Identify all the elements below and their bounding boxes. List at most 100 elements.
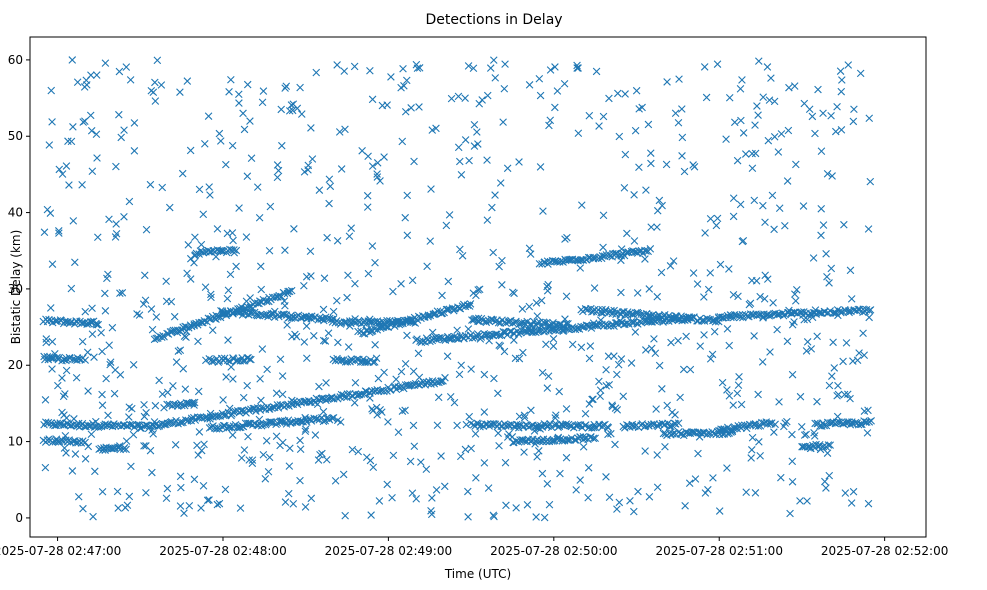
data-point	[599, 243, 607, 252]
data-point	[219, 411, 228, 420]
data-point	[461, 94, 469, 102]
data-point	[88, 167, 97, 176]
data-point	[839, 357, 847, 366]
data-point	[240, 446, 249, 454]
data-point	[304, 166, 312, 174]
data-point	[348, 356, 357, 365]
data-point	[532, 513, 540, 521]
data-point	[712, 221, 721, 230]
data-point	[750, 332, 758, 340]
data-point	[445, 211, 454, 219]
data-point	[613, 89, 622, 98]
data-point	[678, 133, 687, 142]
data-point	[539, 207, 547, 215]
data-point	[786, 509, 794, 518]
data-point	[770, 225, 778, 234]
data-point	[519, 348, 527, 357]
data-point	[837, 126, 846, 134]
data-point	[408, 381, 416, 390]
data-point	[500, 84, 509, 93]
data-point	[73, 318, 81, 326]
data-point	[494, 429, 502, 437]
data-point	[657, 268, 666, 277]
data-point	[543, 480, 552, 488]
data-point	[599, 112, 608, 121]
data-point	[803, 315, 812, 324]
data-point	[84, 421, 92, 430]
data-point	[341, 511, 349, 520]
data-point	[766, 348, 774, 356]
data-point	[621, 150, 630, 159]
data-point	[373, 159, 382, 167]
data-point	[842, 339, 851, 347]
data-point	[535, 447, 543, 455]
data-point	[790, 290, 799, 298]
data-point	[824, 441, 833, 449]
data-point	[577, 201, 586, 209]
data-point	[470, 120, 479, 129]
data-point	[626, 496, 634, 505]
data-point	[533, 453, 541, 461]
data-point	[351, 315, 359, 323]
data-point	[225, 404, 234, 413]
data-point	[88, 330, 97, 338]
data-point	[88, 304, 96, 313]
data-point	[266, 418, 275, 426]
data-point	[539, 437, 547, 446]
data-point	[797, 423, 806, 431]
data-point	[691, 475, 700, 483]
data-point	[675, 75, 683, 83]
data-point	[267, 404, 276, 412]
data-point	[258, 98, 267, 107]
data-point	[771, 420, 779, 429]
data-point	[310, 332, 318, 340]
data-point	[736, 85, 745, 93]
data-point	[837, 87, 846, 96]
data-point	[562, 420, 571, 428]
data-point	[264, 467, 273, 476]
data-point	[676, 393, 684, 402]
data-point	[287, 101, 296, 109]
data-point	[150, 418, 159, 426]
data-point	[474, 286, 482, 294]
data-point	[257, 403, 266, 412]
data-point	[194, 387, 203, 396]
data-point	[104, 411, 112, 420]
data-point	[591, 254, 600, 262]
data-point	[74, 492, 83, 501]
data-point	[511, 354, 520, 363]
data-point	[607, 429, 615, 438]
data-point	[428, 328, 437, 337]
data-point	[281, 498, 290, 506]
data-point	[563, 233, 571, 242]
data-point	[401, 360, 410, 368]
data-point	[535, 260, 544, 268]
data-point	[433, 307, 442, 315]
data-point	[111, 421, 120, 430]
data-point	[525, 302, 534, 311]
data-point	[325, 175, 334, 184]
data-point	[819, 109, 827, 118]
data-point	[720, 425, 729, 433]
data-point	[510, 336, 518, 344]
data-point	[472, 474, 480, 482]
data-point	[273, 173, 282, 182]
data-point	[763, 275, 772, 283]
data-point	[184, 241, 193, 249]
data-point	[833, 391, 841, 400]
data-point	[457, 170, 466, 179]
data-point	[116, 370, 125, 379]
data-point	[850, 105, 858, 114]
data-point	[170, 312, 179, 321]
data-point	[228, 431, 237, 439]
data-point	[115, 110, 123, 119]
data-point	[344, 271, 352, 280]
data-point	[151, 401, 160, 410]
data-point	[535, 74, 544, 83]
data-point	[199, 248, 208, 257]
data-point	[467, 365, 475, 373]
data-point	[358, 146, 366, 155]
data-point	[548, 437, 556, 445]
y-tick-label: 0	[15, 511, 23, 525]
data-point	[367, 325, 375, 334]
